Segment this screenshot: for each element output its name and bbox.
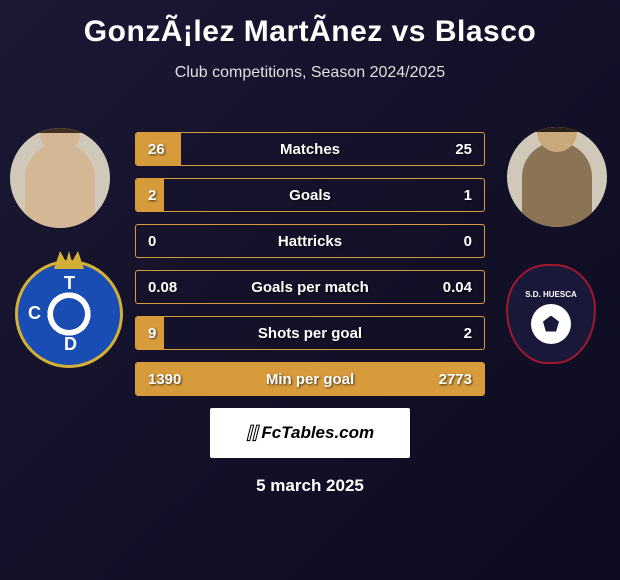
date-label: 5 march 2025 [0, 476, 620, 496]
stat-left-value: 26 [148, 141, 165, 158]
stat-row-spg: 9 Shots per goal 2 [135, 316, 485, 350]
player-photo-left [10, 128, 110, 228]
stat-row-goals: 2 Goals 1 [135, 178, 485, 212]
player-photo-right [507, 127, 607, 227]
stats-area: 26 Matches 25 2 Goals 1 0 Hattricks 0 0.… [135, 132, 485, 396]
stat-left-value: 1390 [148, 371, 181, 388]
tenerife-letter-c: C [28, 303, 41, 324]
tenerife-badge: C T D [15, 260, 123, 368]
stat-right-value: 2773 [439, 371, 472, 388]
stat-label: Min per goal [266, 371, 354, 388]
huesca-badge: S.D. HUESCA [506, 264, 596, 364]
comparison-card: GonzÃ¡lez MartÃ­nez vs Blasco Club compe… [0, 0, 620, 506]
stat-label: Shots per goal [258, 325, 362, 342]
branding-text: FcTables.com [261, 423, 374, 443]
stat-label: Goals [289, 187, 331, 204]
player-silhouette-left [25, 143, 95, 228]
tenerife-crown-icon [54, 251, 84, 269]
stat-left-value: 2 [148, 187, 156, 204]
stat-row-matches: 26 Matches 25 [135, 132, 485, 166]
stat-label: Matches [280, 141, 340, 158]
stat-row-mpg: 1390 Min per goal 2773 [135, 362, 485, 396]
tenerife-center [53, 298, 85, 330]
club-logo-left: C T D [15, 260, 123, 368]
branding-badge: ⫿⫿ FcTables.com [210, 408, 410, 458]
stat-left-value: 0.08 [148, 279, 177, 296]
chart-icon: ⫿⫿ [246, 423, 258, 444]
stat-right-value: 25 [455, 141, 472, 158]
stat-right-value: 2 [464, 325, 472, 342]
huesca-text: S.D. HUESCA [525, 290, 577, 299]
stat-row-gpm: 0.08 Goals per match 0.04 [135, 270, 485, 304]
stat-right-value: 1 [464, 187, 472, 204]
huesca-ball-icon [531, 304, 571, 344]
player-hair-right [535, 127, 579, 132]
subtitle: Club competitions, Season 2024/2025 [0, 64, 620, 82]
tenerife-letter-t: T [64, 273, 75, 294]
player-hair-left [38, 128, 82, 133]
club-logo-right: S.D. HUESCA [497, 260, 605, 368]
stat-left-value: 9 [148, 325, 156, 342]
player-silhouette-right [522, 142, 592, 227]
stat-label: Hattricks [278, 233, 342, 250]
stat-left-value: 0 [148, 233, 156, 250]
stat-row-hattricks: 0 Hattricks 0 [135, 224, 485, 258]
stat-right-value: 0 [464, 233, 472, 250]
page-title: GonzÃ¡lez MartÃ­nez vs Blasco [0, 15, 620, 49]
tenerife-letter-d: D [64, 334, 77, 355]
stat-label: Goals per match [251, 279, 369, 296]
stat-right-value: 0.04 [443, 279, 472, 296]
